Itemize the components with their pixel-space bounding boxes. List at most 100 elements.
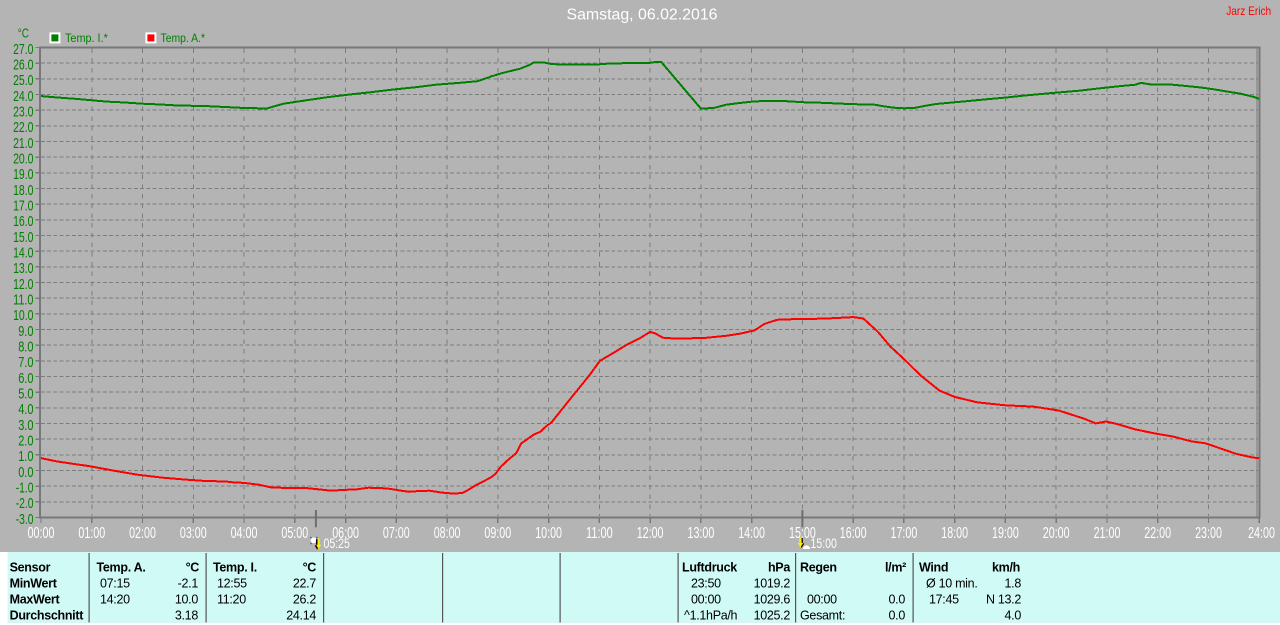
svg-text:11:00: 11:00 [586, 525, 613, 542]
svg-text:15.0: 15.0 [13, 229, 33, 246]
svg-text:Wind: Wind [919, 560, 948, 574]
svg-text:12.0: 12.0 [13, 276, 33, 293]
svg-text:23:00: 23:00 [1195, 525, 1222, 542]
svg-text:9.0: 9.0 [18, 323, 33, 340]
svg-text:1.8: 1.8 [1005, 576, 1022, 590]
svg-text:3.18: 3.18 [175, 608, 198, 622]
svg-text:10.0: 10.0 [175, 592, 198, 606]
svg-text:22.0: 22.0 [13, 119, 33, 136]
svg-text:-1.0: -1.0 [16, 480, 34, 497]
svg-text:17.0: 17.0 [13, 198, 33, 215]
svg-text:16:00: 16:00 [840, 525, 867, 542]
svg-text:14:20: 14:20 [100, 592, 130, 606]
svg-text:10.0: 10.0 [13, 307, 33, 324]
svg-text:26.2: 26.2 [293, 592, 316, 606]
svg-text:25.0: 25.0 [13, 72, 33, 89]
svg-text:4.0: 4.0 [18, 401, 33, 418]
svg-text:0.0: 0.0 [889, 608, 906, 622]
svg-text:21:00: 21:00 [1094, 525, 1121, 542]
svg-text:22:00: 22:00 [1144, 525, 1171, 542]
svg-text:1019.2: 1019.2 [754, 576, 791, 590]
svg-text:20:00: 20:00 [1043, 525, 1070, 542]
svg-text:03:00: 03:00 [180, 525, 207, 542]
svg-text:24.0: 24.0 [13, 88, 33, 105]
svg-text:6.0: 6.0 [18, 370, 33, 387]
svg-text:8.0: 8.0 [18, 339, 33, 356]
svg-text:22.7: 22.7 [293, 576, 316, 590]
svg-text:1.0: 1.0 [18, 448, 33, 465]
svg-text:0.0: 0.0 [18, 464, 33, 481]
svg-text:19:00: 19:00 [992, 525, 1019, 542]
svg-text:Gesamt:: Gesamt: [800, 608, 845, 622]
svg-text:17:00: 17:00 [891, 525, 918, 542]
svg-text:05:25: 05:25 [324, 536, 350, 551]
svg-text:18:00: 18:00 [941, 525, 968, 542]
svg-text:13:00: 13:00 [688, 525, 715, 542]
svg-text:07:15: 07:15 [100, 576, 130, 590]
svg-text:1029.6: 1029.6 [754, 592, 791, 606]
svg-text:02:00: 02:00 [129, 525, 156, 542]
svg-text:04:00: 04:00 [231, 525, 258, 542]
svg-text:-2.1: -2.1 [178, 576, 199, 590]
svg-text:05:00: 05:00 [281, 525, 308, 542]
svg-text:13.0: 13.0 [13, 260, 33, 277]
svg-text:°C: °C [186, 560, 200, 574]
svg-text:°C: °C [18, 25, 29, 40]
svg-text:3.0: 3.0 [18, 417, 33, 434]
svg-text:l/m²: l/m² [885, 560, 906, 574]
svg-text:MinWert: MinWert [10, 576, 58, 590]
svg-text:1025.2: 1025.2 [754, 608, 791, 622]
svg-text:-3.0: -3.0 [16, 511, 34, 528]
svg-text:12:55: 12:55 [217, 576, 247, 590]
svg-text:09:00: 09:00 [484, 525, 511, 542]
svg-text:01:00: 01:00 [78, 525, 105, 542]
svg-text:2.0: 2.0 [18, 433, 33, 450]
svg-text:hPa: hPa [768, 560, 791, 574]
svg-text:11:20: 11:20 [217, 592, 246, 606]
svg-text:16.0: 16.0 [13, 213, 33, 230]
svg-text:20.0: 20.0 [13, 151, 33, 168]
svg-text:23:50: 23:50 [691, 576, 721, 590]
svg-text:Jarz Erich: Jarz Erich [1226, 5, 1271, 18]
svg-text:Samstag, 06.02.2016: Samstag, 06.02.2016 [567, 7, 718, 24]
svg-text:5.0: 5.0 [18, 386, 33, 403]
svg-text:06:00: 06:00 [332, 525, 359, 542]
svg-text:08:00: 08:00 [434, 525, 461, 542]
svg-text:07:00: 07:00 [383, 525, 410, 542]
svg-text:10:00: 10:00 [535, 525, 562, 542]
svg-text:17:45: 17:45 [929, 592, 959, 606]
svg-text:^1.1hPa/h: ^1.1hPa/h [684, 608, 738, 622]
svg-text:Ø 10 min.: Ø 10 min. [926, 576, 978, 590]
svg-text:21.0: 21.0 [13, 135, 33, 152]
svg-text:00:00: 00:00 [691, 592, 721, 606]
svg-text:24.14: 24.14 [286, 608, 316, 622]
svg-text:Temp. A.: Temp. A. [97, 560, 146, 574]
svg-text:Temp. I.*: Temp. I.* [65, 33, 108, 45]
svg-text:11.0: 11.0 [13, 292, 33, 309]
svg-text:27.0: 27.0 [13, 41, 33, 58]
svg-text:14.0: 14.0 [13, 245, 33, 262]
svg-text:°C: °C [303, 560, 317, 574]
svg-text:14:00: 14:00 [738, 525, 765, 542]
svg-text:23.0: 23.0 [13, 104, 33, 121]
svg-text:24:00: 24:00 [1248, 525, 1275, 542]
svg-text:18.0: 18.0 [13, 182, 33, 199]
svg-text:Temp. A.*: Temp. A.* [161, 33, 206, 45]
svg-text:Sensor: Sensor [10, 560, 51, 574]
svg-text:00:00: 00:00 [28, 525, 55, 542]
svg-text:0.0: 0.0 [889, 592, 906, 606]
svg-text:7.0: 7.0 [18, 354, 33, 371]
svg-text:Durchschnitt: Durchschnitt [10, 608, 85, 622]
svg-text:19.0: 19.0 [13, 166, 33, 183]
svg-text:km/h: km/h [992, 560, 1020, 574]
svg-text:Regen: Regen [800, 560, 837, 574]
svg-text:-2.0: -2.0 [16, 495, 34, 512]
svg-text:15:00: 15:00 [789, 525, 816, 542]
svg-text:Luftdruck: Luftdruck [682, 560, 737, 574]
svg-text:00:00: 00:00 [807, 592, 837, 606]
svg-text:26.0: 26.0 [13, 57, 33, 74]
svg-text:Temp. I.: Temp. I. [213, 560, 257, 574]
svg-text:4.0: 4.0 [1005, 608, 1022, 622]
svg-text:MaxWert: MaxWert [10, 592, 61, 606]
svg-text:15:00: 15:00 [811, 536, 837, 551]
